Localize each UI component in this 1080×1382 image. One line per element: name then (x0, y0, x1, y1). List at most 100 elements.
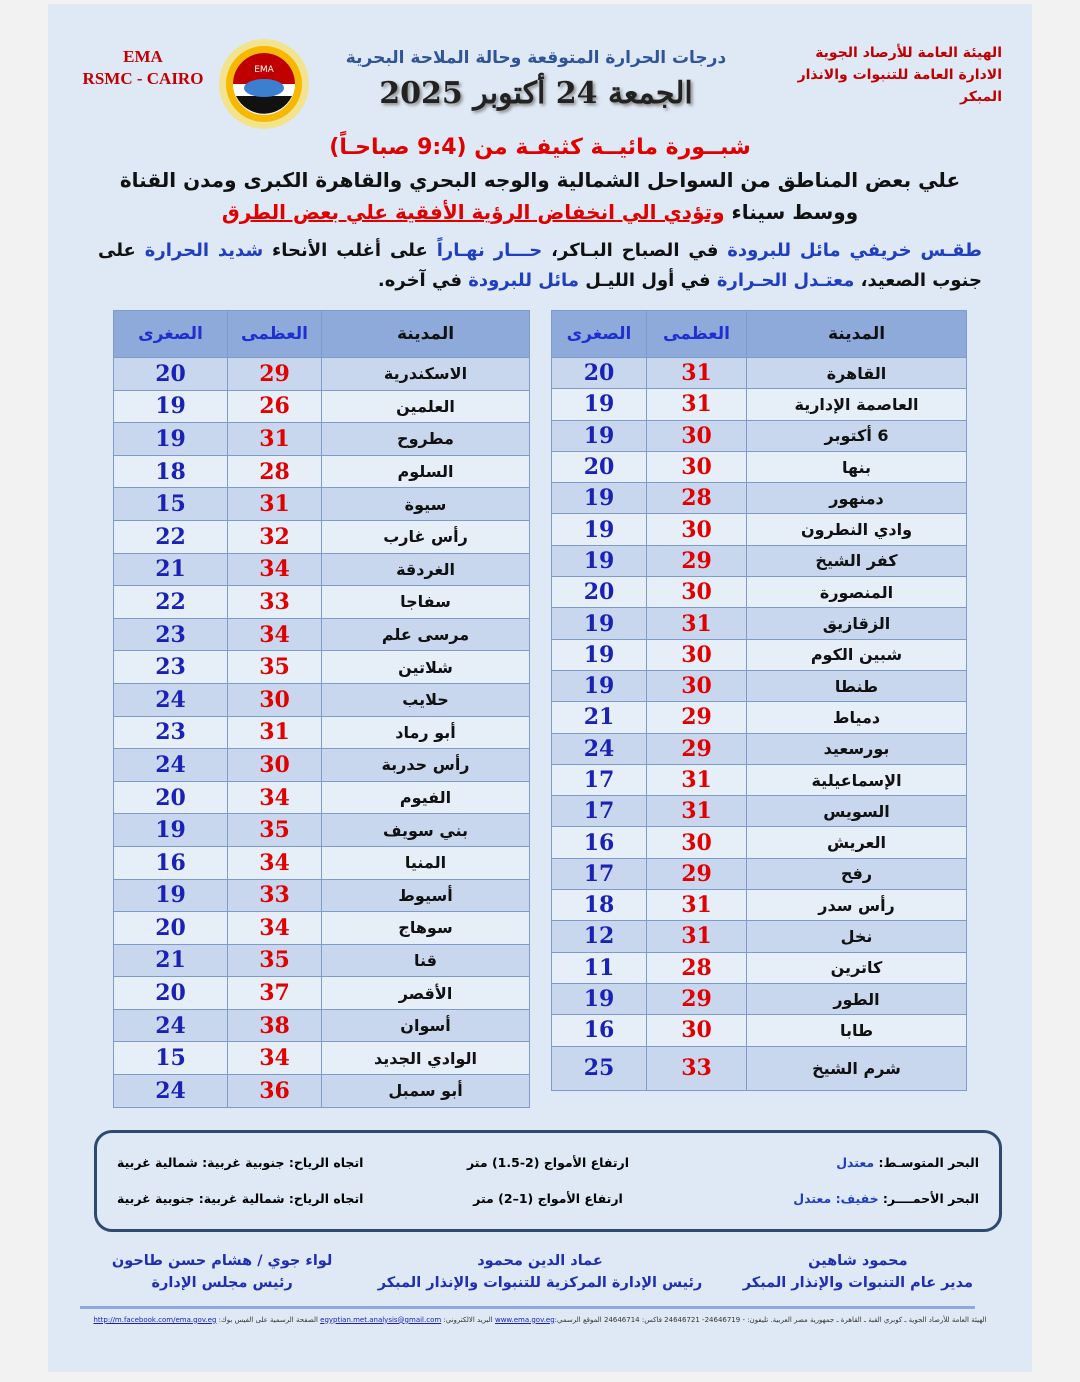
facebook-label: الصفحة الرسمية على الفيس بوك: (216, 1315, 321, 1324)
table-row: شلاتين 35 23 (113, 650, 530, 684)
min-temp-cell: 21 (113, 943, 228, 978)
min-temp-cell: 24 (113, 682, 228, 717)
sea-conditions-box: البحر المتوسـط: معتدل ارتفاع الأمواج (2-… (94, 1129, 1002, 1232)
city-cell: المنصورة (746, 576, 967, 609)
max-temp-cell: 34 (227, 780, 322, 815)
max-temp-cell: 32 (227, 519, 322, 554)
city-cell: القاهرة (746, 356, 967, 390)
table-row: رأس سدر 31 18 (551, 889, 967, 922)
table-row: الغردقة 34 21 (113, 552, 530, 587)
min-temp-cell: 24 (113, 1008, 228, 1043)
table-row: الأقصر 37 20 (113, 976, 530, 1010)
table-row: بني سويف 35 19 (113, 813, 530, 847)
table-row: أبو رماد 31 23 (113, 715, 530, 750)
table-row: قنا 35 21 (113, 943, 530, 978)
city-cell: مطروح (321, 422, 530, 456)
max-temp-cell: 34 (227, 617, 322, 652)
max-temp-cell: 26 (227, 389, 322, 424)
min-temp-cell: 19 (551, 482, 647, 515)
min-temp-cell: 20 (551, 450, 647, 484)
city-cell: 6 أكتوبر (746, 419, 967, 452)
fc-4: على أغلب الأنحاء (263, 240, 437, 261)
max-temp-cell: 30 (646, 450, 747, 484)
table-row: السلوم 28 18 (113, 454, 530, 489)
max-temp-cell: 30 (227, 682, 322, 717)
min-temp-cell: 15 (113, 1041, 228, 1076)
signature-name: عماد الدين محمود (477, 1252, 603, 1269)
max-temp-cell: 30 (227, 748, 322, 782)
max-temp-cell: 34 (227, 552, 322, 587)
email-link[interactable]: egyptian.met.analysis@gmail.com (320, 1315, 442, 1324)
city-cell: وادي النطرون (746, 513, 967, 546)
signature-title: رئيس الإدارة المركزية للتنبوات والإنذار … (377, 1274, 703, 1291)
signature-title: رئيس مجلس الإدارة (151, 1274, 293, 1291)
table-row: السويس 31 17 (551, 795, 967, 828)
min-temp-cell: 19 (551, 419, 647, 452)
min-temp-cell: 23 (113, 617, 228, 652)
city-cell: دمياط (746, 701, 967, 734)
max-temp-cell: 31 (646, 607, 747, 640)
city-cell: الإسماعيلية (746, 763, 967, 797)
city-cell: السلوم (321, 454, 530, 489)
city-cell: دمنهور (746, 482, 967, 515)
table-row: العلمين 26 19 (113, 389, 530, 424)
min-temp-cell: 16 (551, 1014, 647, 1047)
city-cell: رأس سدر (746, 889, 967, 922)
min-temp-cell: 19 (551, 669, 647, 703)
city-cell: أبو سمبل (321, 1074, 530, 1108)
fc-1: طقـس خريفي مائل للبرودة (727, 240, 982, 261)
header-min: الصغرى (551, 310, 647, 358)
min-temp-cell: 17 (551, 795, 647, 828)
city-cell: طنطا (746, 669, 967, 703)
fc-5: شديد الحرارة (144, 240, 264, 261)
table-row: الزقازيق 31 19 (551, 607, 967, 640)
org-line1: الهيئة العامة للأرصاد الجوية (815, 45, 1002, 61)
max-temp-cell: 29 (646, 857, 747, 891)
city-cell: مرسى علم (321, 617, 530, 652)
city-cell: العاصمة الإدارية (746, 388, 967, 421)
city-cell: رأس غارب (321, 519, 530, 554)
max-temp-cell: 36 (227, 1074, 322, 1108)
signature-3: لواء جوي / هشام حسن طاحون رئيس مجلس الإدا… (98, 1250, 346, 1294)
facebook-link[interactable]: http://m.facebook.com/ema.gov.eg (93, 1315, 217, 1324)
header-max: العظمى (646, 310, 747, 358)
bulletin-header: EMA RSMC - CAIRO EMA درجات الحرارة المتوق… (78, 38, 1002, 130)
min-temp-cell: 19 (113, 389, 228, 424)
min-temp-cell: 19 (113, 813, 228, 847)
min-temp-cell: 19 (551, 638, 647, 671)
city-cell: حلايب (321, 682, 530, 717)
min-temp-cell: 25 (551, 1045, 647, 1091)
table-row: بورسعيد 29 24 (551, 732, 967, 765)
min-temp-cell: 20 (113, 911, 228, 945)
table-row: المنصورة 30 20 (551, 576, 967, 609)
header-min: الصغرى (113, 310, 228, 358)
city-cell: الوادي الجديد (321, 1041, 530, 1076)
max-temp-cell: 29 (646, 982, 747, 1016)
sea-row-mediterranean: البحر المتوسـط: معتدل ارتفاع الأمواج (2-… (117, 1145, 979, 1181)
city-cell: رأس حدربة (321, 748, 530, 782)
temperature-tables: المدينة العظمى الصغرى الاسكندرية 29 20 العلمي… (78, 310, 1002, 1108)
max-temp-cell: 30 (646, 513, 747, 546)
max-temp-cell: 33 (646, 1045, 747, 1091)
min-temp-cell: 18 (551, 889, 647, 922)
min-temp-cell: 20 (113, 976, 228, 1010)
website-link[interactable]: www.ema.gov.eg (494, 1315, 555, 1324)
city-cell: السويس (746, 795, 967, 828)
max-temp-cell: 31 (227, 715, 322, 750)
city-cell: بورسعيد (746, 732, 967, 765)
min-temp-cell: 19 (551, 544, 647, 578)
city-cell: طابا (746, 1014, 967, 1047)
ema-label: EMA RSMC - CAIRO (78, 46, 208, 90)
ema-logo: EMA (219, 39, 309, 129)
sea-row-red-sea: البحر الأحمــــر: خفيف: معتدل ارتفاع الأ… (117, 1181, 979, 1217)
max-temp-cell: 29 (646, 544, 747, 578)
city-cell: الأقصر (321, 976, 530, 1010)
table-row: الاسكندرية 29 20 (113, 357, 530, 391)
max-temp-cell: 34 (227, 911, 322, 945)
bulletin-date: الجمعة 24 أكتوبر 2025 (379, 76, 693, 111)
table-row: دمنهور 28 19 (551, 482, 967, 515)
max-temp-cell: 31 (227, 487, 322, 521)
table-row: طابا 30 16 (551, 1014, 967, 1047)
max-temp-cell: 31 (227, 422, 322, 456)
city-cell: نخل (746, 920, 967, 953)
